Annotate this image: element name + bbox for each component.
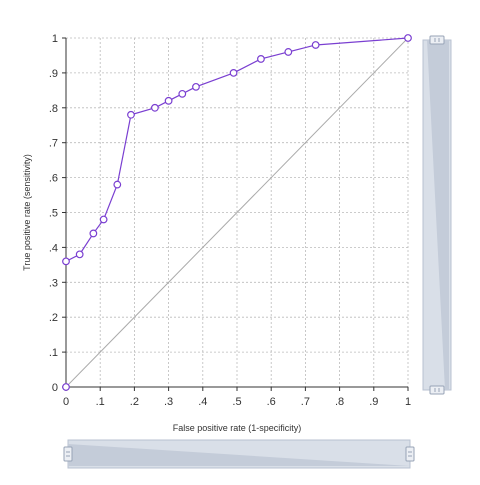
vertical-scrollbar-top-handle[interactable] (429, 35, 445, 45)
y-tick-label: .9 (49, 68, 58, 80)
x-tick-label: .4 (198, 396, 207, 408)
roc-data-point (164, 96, 173, 105)
roc-data-point (62, 383, 70, 391)
vertical-scrollbar-bottom-handle[interactable] (429, 385, 445, 395)
roc-data-point (75, 250, 84, 259)
y-tick-label: .2 (49, 312, 58, 324)
roc-data-point (99, 215, 108, 224)
x-tick-label: 1 (405, 396, 411, 408)
horizontal-scrollbar-preview (68, 444, 410, 466)
x-tick-label: 0 (63, 396, 69, 408)
x-tick-label: .8 (335, 396, 344, 408)
points-layer (62, 34, 412, 391)
y-tick-label: .1 (49, 347, 58, 359)
x-tick-label: .2 (130, 396, 139, 408)
vertical-scrollbar[interactable] (422, 35, 452, 395)
roc-data-point (178, 89, 187, 98)
y-tick-label: .3 (49, 277, 58, 289)
y-tick-label: .7 (49, 138, 58, 150)
roc-data-point (229, 68, 238, 77)
x-axis-title: False positive rate (1-specificity) (173, 423, 302, 433)
y-tick-label: .4 (49, 242, 58, 254)
y-tick-label: 1 (52, 33, 58, 45)
roc-data-point (62, 257, 70, 266)
x-tick-label: .1 (96, 396, 105, 408)
ticks-layer: 0 .1 .2 .3 .4 .5 .6 .7 .8 .9 1 0 .1 .2 .3 .4 .5 .6 .7 .8 .9 1 (49, 33, 411, 408)
y-tick-label: .8 (49, 103, 58, 115)
horizontal-scrollbar[interactable] (63, 439, 415, 469)
x-tick-label: .7 (301, 396, 310, 408)
y-tick-label: .6 (49, 173, 58, 185)
vertical-scrollbar-preview (427, 40, 449, 390)
x-tick-label: .3 (164, 396, 173, 408)
y-axis-title: True positive rate (sensitivity) (22, 154, 32, 271)
horizontal-scrollbar-right-handle[interactable] (405, 446, 415, 462)
horizontal-scrollbar-left-handle[interactable] (63, 446, 73, 462)
reference-diagonal-line (65, 37, 409, 388)
x-tick-label: .9 (369, 396, 378, 408)
roc-data-point (151, 103, 159, 112)
x-tick-label: .5 (232, 396, 241, 408)
y-tick-label: .5 (49, 208, 58, 220)
roc-data-point (89, 229, 98, 238)
roc-data-point (113, 180, 122, 189)
roc-data-point (192, 82, 200, 91)
y-tick-label: 0 (52, 382, 58, 394)
roc-data-point (404, 34, 412, 42)
grid-layer (66, 37, 409, 387)
x-tick-label: .6 (267, 396, 276, 408)
roc-data-point (284, 48, 293, 56)
roc-data-point (127, 110, 135, 119)
roc-data-point (311, 41, 320, 49)
roc-data-point (257, 55, 265, 63)
